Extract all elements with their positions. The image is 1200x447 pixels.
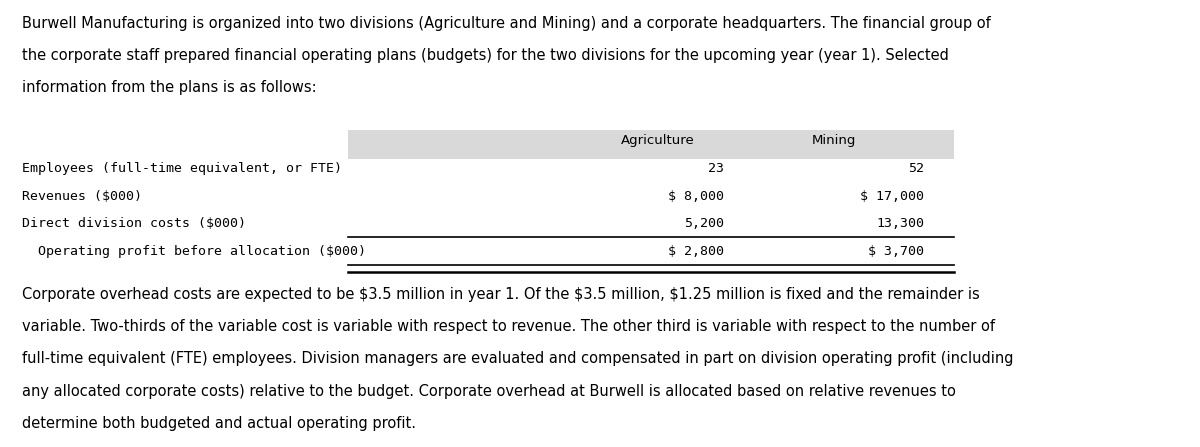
Text: Operating profit before allocation ($000): Operating profit before allocation ($000…	[22, 245, 366, 258]
Text: $ 8,000: $ 8,000	[667, 190, 724, 202]
Text: 52: 52	[908, 162, 924, 175]
Text: full-time equivalent (FTE) employees. Division managers are evaluated and compen: full-time equivalent (FTE) employees. Di…	[22, 351, 1013, 367]
Text: Employees (full-time equivalent, or FTE): Employees (full-time equivalent, or FTE)	[22, 162, 342, 175]
Text: 23: 23	[708, 162, 724, 175]
Bar	[348, 130, 954, 159]
Text: Burwell Manufacturing is organized into two divisions (Agriculture and Mining) a: Burwell Manufacturing is organized into …	[22, 16, 990, 31]
Text: $ 3,700: $ 3,700	[868, 245, 924, 258]
Text: determine both budgeted and actual operating profit.: determine both budgeted and actual opera…	[22, 416, 415, 431]
Text: Corporate overhead costs are expected to be $3.5 million in year 1. Of the $3.5 : Corporate overhead costs are expected to…	[22, 287, 979, 302]
Text: the corporate staff prepared financial operating plans (budgets) for the two div: the corporate staff prepared financial o…	[22, 48, 948, 63]
Text: Mining: Mining	[812, 134, 856, 147]
Text: $ 2,800: $ 2,800	[667, 245, 724, 258]
Text: variable. Two-thirds of the variable cost is variable with respect to revenue. T: variable. Two-thirds of the variable cos…	[22, 319, 995, 334]
Text: information from the plans is as follows:: information from the plans is as follows…	[22, 80, 317, 95]
Text: Agriculture: Agriculture	[620, 134, 695, 147]
Text: Direct division costs ($000): Direct division costs ($000)	[22, 217, 246, 230]
Text: any allocated corporate costs) relative to the budget. Corporate overhead at Bur: any allocated corporate costs) relative …	[22, 384, 955, 399]
Text: 5,200: 5,200	[684, 217, 724, 230]
Text: $ 17,000: $ 17,000	[860, 190, 924, 202]
Text: Revenues ($000): Revenues ($000)	[22, 190, 142, 202]
Text: 13,300: 13,300	[876, 217, 924, 230]
